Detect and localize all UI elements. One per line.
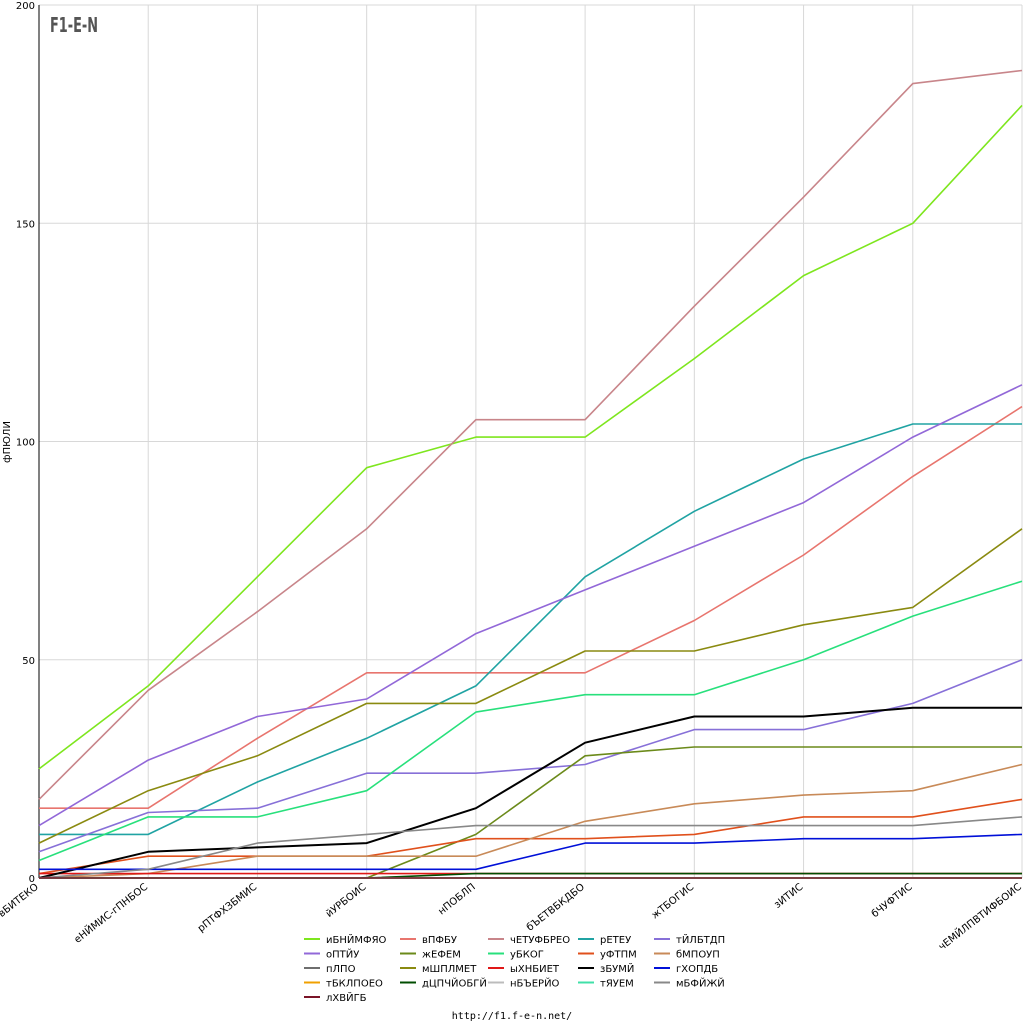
series-line bbox=[39, 423, 1022, 836]
legend-label: гХОПДБ bbox=[676, 964, 718, 975]
y-axis-label: фПЮЛИ bbox=[2, 421, 13, 463]
series-line bbox=[38, 659, 1023, 853]
legend-label: мШПЛМЕТ bbox=[422, 964, 477, 975]
legend-label: оПТЙУ bbox=[326, 948, 359, 961]
legend-label: жЕФЕМ bbox=[422, 950, 461, 961]
legend-label: пЛПО bbox=[326, 964, 356, 975]
series-line bbox=[38, 528, 1023, 844]
series-line bbox=[38, 580, 1023, 862]
legend-label: тБКЛПОЕО bbox=[326, 979, 383, 990]
y-tick-label: 200 bbox=[16, 1, 35, 12]
series-line bbox=[39, 833, 1023, 871]
logo-text: F1-E-N bbox=[50, 13, 98, 37]
f1-logo: F1-E-N bbox=[48, 11, 98, 37]
y-tick-label: 150 bbox=[16, 219, 35, 230]
legend-label: нБЪЕРЙО bbox=[510, 977, 560, 990]
series-line bbox=[38, 706, 1022, 879]
legend-label: дЦПЧЙОБГЙ bbox=[422, 977, 487, 990]
legend-label: тЙЛБТДП bbox=[676, 933, 725, 946]
legend-label: вПФБУ bbox=[422, 935, 457, 946]
series-line bbox=[38, 104, 1023, 770]
y-tick-label: 50 bbox=[22, 656, 35, 667]
series-line bbox=[38, 763, 1023, 879]
legend-label: мБФЙЖЙ bbox=[676, 977, 725, 990]
legend-label: бМПОУП bbox=[676, 950, 720, 961]
series-line bbox=[38, 384, 1023, 827]
legend-label: тЯУЕМ bbox=[600, 979, 634, 990]
logo-background bbox=[48, 11, 98, 35]
legend-label: зБУМЙ bbox=[600, 962, 634, 975]
legend-label: уБКОГ bbox=[510, 950, 544, 961]
footer-url[interactable]: http://f1.f-e-n.net/ bbox=[451, 1011, 573, 1022]
legend-label: чЕТУФБРЕО bbox=[510, 935, 570, 946]
legend-label: ыХНБИЕТ bbox=[510, 964, 560, 975]
y-tick-label: 100 bbox=[16, 438, 35, 449]
series-lines bbox=[38, 69, 1023, 879]
series-line bbox=[38, 816, 1023, 879]
legend-label: иБНЙМФЯО bbox=[326, 933, 387, 946]
series-line bbox=[38, 69, 1023, 800]
legend-label: рЕТЕУ bbox=[600, 935, 631, 946]
legend-label: лХВЙГБ bbox=[326, 991, 367, 1004]
legend: иБНЙМФЯО вПФБУ чЕТУФБРЕО рЕТЕУ тЙЛБТДП оПТЙУ ж… bbox=[304, 933, 725, 1004]
legend-label: уФТПМ bbox=[600, 950, 637, 961]
y-tick-label: 0 bbox=[29, 874, 35, 885]
grid bbox=[39, 4, 1023, 878]
